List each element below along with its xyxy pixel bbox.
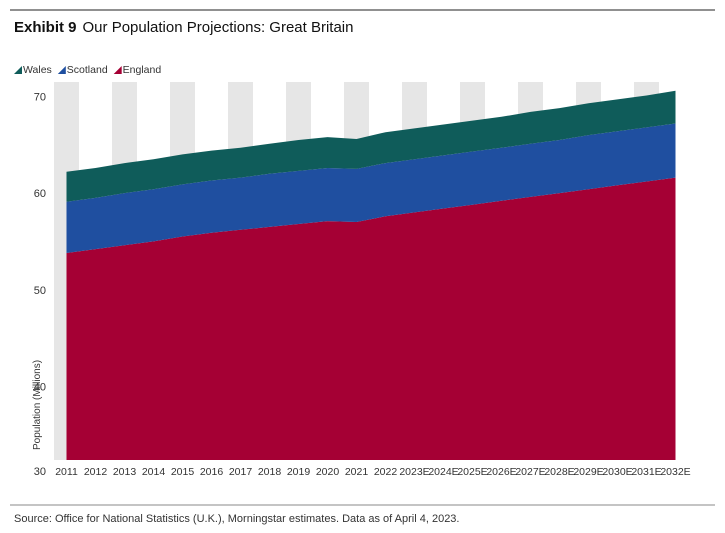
x-tick-label: 2022 [374,466,398,478]
legend-swatch [57,66,66,74]
x-tick-label: 2016 [200,466,224,478]
x-tick-label: 2024E [428,466,458,478]
y-tick-label: 50 [34,285,46,297]
y-axis-label: Population (Millions) [32,360,43,450]
x-tick-label: 2031E [631,466,661,478]
title-text: Our Population Projections: Great Britai… [83,19,354,36]
legend-swatch [14,66,22,74]
area-england [66,177,676,460]
y-tick-label: 60 [34,188,46,200]
exhibit-label: Exhibit 9 [14,19,77,36]
x-tick-label: 2027E [515,466,545,478]
area-scotland [66,123,676,253]
x-tick-label: 2025E [457,466,487,478]
legend-label: England [123,64,162,76]
x-tick-label: 2019 [287,466,311,478]
x-tick-label: 2013 [113,466,137,478]
chart-title: Exhibit 9 Our Population Projections: Gre… [14,19,353,36]
x-tick-label: 2014 [142,466,166,478]
y-tick-label: 40 [34,381,46,393]
x-tick-label: 2023E [399,466,429,478]
x-tick-label: 2030E [602,466,632,478]
legend-swatch [113,66,122,74]
source-note: Source: Office for National Statistics (… [14,513,459,525]
legend-label: Wales [23,64,52,76]
x-tick-label: 2015 [171,466,195,478]
x-tick-label: 2028E [544,466,574,478]
x-tick-label: 2018 [258,466,282,478]
x-tick-label: 2011 [55,466,78,478]
x-tick-label: 2032E [660,466,690,478]
x-tick-label: 2021 [345,466,369,478]
y-tick-label: 70 [34,92,46,104]
y-tick-label: 30 [34,466,46,478]
x-tick-label: 2026E [486,466,516,478]
legend-label: Scotland [67,64,108,76]
area-wales [66,90,676,202]
x-tick-label: 2012 [84,466,108,478]
x-tick-label: 2020 [316,466,340,478]
x-tick-label: 2017 [229,466,253,478]
x-tick-label: 2029E [573,466,603,478]
